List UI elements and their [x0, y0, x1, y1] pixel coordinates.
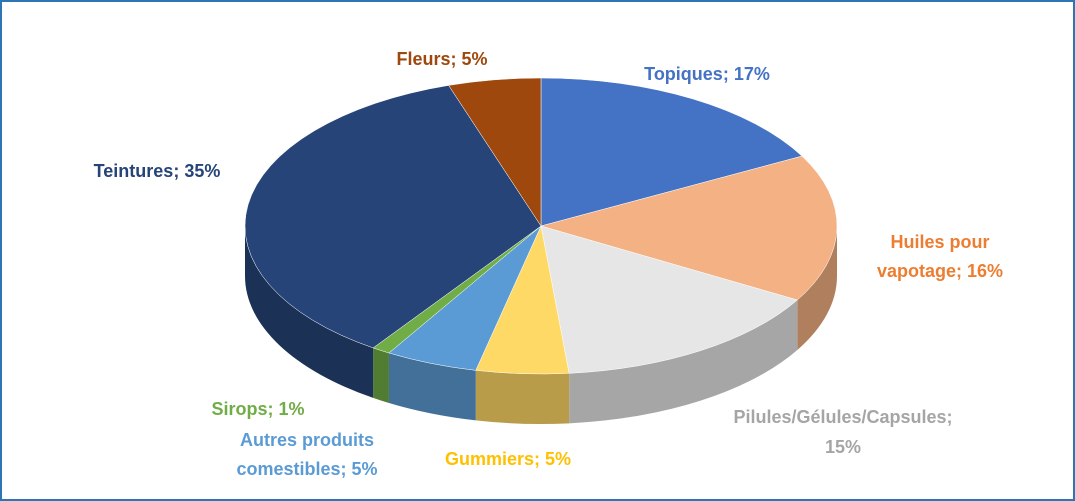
slice	[540, 225, 798, 374]
slice-side	[569, 300, 798, 424]
data-label: vapotage; 16%	[877, 261, 1003, 281]
slice	[540, 77, 803, 227]
data-label: 15%	[825, 437, 861, 457]
slice-side	[475, 370, 570, 424]
slice	[540, 155, 838, 301]
data-label: Huiles pour	[890, 232, 989, 252]
slice-side	[373, 347, 389, 403]
slice	[448, 77, 542, 227]
data-label: Autres produits	[240, 430, 374, 450]
data-label: Topiques; 17%	[644, 64, 770, 84]
slice	[244, 85, 542, 349]
slice-side	[245, 226, 374, 398]
data-label: Gummiers; 5%	[445, 449, 571, 469]
slice-side	[797, 226, 837, 350]
slice-side	[388, 352, 476, 421]
data-label: comestibles; 5%	[236, 459, 377, 479]
data-label: Pilules/Gélules/Capsules;	[733, 407, 952, 427]
data-label: Fleurs; 5%	[396, 49, 487, 69]
data-label: Sirops; 1%	[211, 399, 304, 419]
data-label: Teintures; 35%	[94, 161, 221, 181]
